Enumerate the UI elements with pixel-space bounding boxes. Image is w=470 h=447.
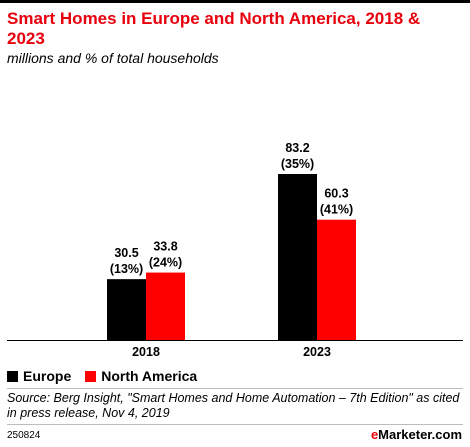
top-rule	[0, 0, 470, 3]
data-label-share: (35%)	[281, 157, 314, 171]
bar-europe-2023	[278, 174, 317, 340]
legend-item-north-america: North America	[85, 368, 197, 384]
legend-label-europe: Europe	[23, 368, 72, 384]
data-label-value: 33.8	[153, 240, 177, 254]
legend-swatch-north-america	[85, 370, 97, 382]
logo-prefix: e	[370, 427, 379, 442]
data-label-value: 60.3	[324, 187, 348, 201]
data-label-share: (13%)	[110, 262, 143, 276]
logo-suffix: .com	[431, 427, 462, 442]
source-note: Source: Berg Insight, "Smart Homes and H…	[7, 391, 460, 420]
legend-item-europe: Europe	[7, 368, 71, 384]
divider	[7, 424, 463, 425]
x-tick-label: 2023	[303, 345, 331, 359]
data-label-share: (24%)	[149, 256, 182, 270]
legend-swatch-europe	[7, 370, 18, 382]
bar-europe-2018	[107, 279, 146, 340]
data-label-value: 30.5	[114, 246, 138, 260]
chart-title: Smart Homes in Europe and North America,…	[7, 9, 421, 48]
data-label-share: (41%)	[320, 203, 353, 217]
logo-name: Marketer	[378, 427, 432, 442]
chart-subtitle: millions and % of total households	[7, 50, 219, 66]
bar-chart: 30.5 (13%) 33.8 (24%) 2018 83.2 (35%) 60.3 (41%)…	[7, 141, 463, 359]
legend-label-north-america: North America	[101, 368, 198, 384]
bar-north-america-2018	[146, 272, 185, 340]
x-tick-label: 2018	[132, 345, 160, 359]
bar-north-america-2023	[317, 219, 356, 340]
chart-id: 250824	[7, 430, 41, 441]
data-label-value: 83.2	[285, 141, 309, 155]
emarketer-logo[interactable]: eMarketer.com	[371, 427, 462, 442]
chart-legend: Europe North America	[7, 366, 211, 386]
divider	[7, 388, 463, 389]
